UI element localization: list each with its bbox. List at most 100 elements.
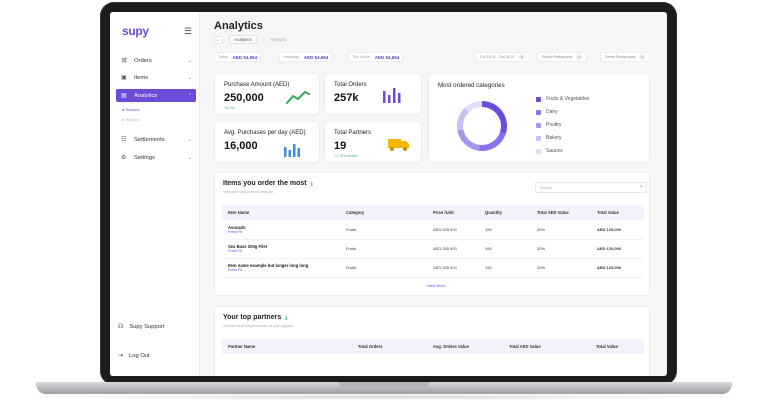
- trend-value: +6.2%: [224, 106, 235, 110]
- restaurant-filter-2[interactable]: Select Restaurants ×: [600, 52, 651, 62]
- view-more-link[interactable]: View More: [427, 284, 445, 288]
- total-aed-cell: 20%: [531, 220, 591, 240]
- avg-purchases-card: Avg. Purchases per day (AED) 16,000: [214, 121, 320, 163]
- chart-icon: ▤: [121, 93, 127, 99]
- date-range-filter[interactable]: Oct 19-21 - Oct 26-21 ×: [475, 52, 530, 62]
- column-header[interactable]: Category: [346, 210, 365, 215]
- bar-chart-icon: [284, 144, 300, 157]
- card-label: Avg. Purchases per day (AED): [224, 130, 306, 136]
- column-header[interactable]: Avg. Orders Value: [433, 344, 469, 349]
- logout-label: Log Out: [129, 352, 150, 359]
- section-subtitle: View the most frequent sellers of your s…: [223, 324, 294, 328]
- restaurant-filter-1[interactable]: Select Restaurants ×: [537, 52, 588, 62]
- quantity-cell: 190: [479, 258, 531, 278]
- item-supplier[interactable]: Fresh Fit: [228, 249, 243, 253]
- donut-segment: [464, 101, 483, 113]
- search-input[interactable]: Search ⌕: [535, 182, 647, 193]
- filter-label: Select Restaurants: [605, 55, 636, 59]
- total-value-cell: AED 125,000: [591, 239, 644, 259]
- sidebar-item-orders[interactable]: 🛒︎ Orders ⌄: [116, 54, 196, 67]
- breadcrumb-analytics[interactable]: Analytics: [229, 35, 258, 44]
- items-table: Item Name Category Price /Unit Quantity …: [222, 205, 644, 278]
- chip-value: AED 54,654: [374, 54, 400, 60]
- total-value-cell: AED 125,000: [591, 258, 644, 278]
- legend-item: Sauces: [536, 148, 563, 154]
- quantity-cell: 190: [479, 239, 531, 259]
- legend-label: Sauces: [546, 148, 563, 154]
- column-header[interactable]: Total AED Value: [509, 344, 541, 349]
- download-icon[interactable]: ⤓: [310, 181, 313, 187]
- legend-label: Fruits & Vegetables: [546, 96, 590, 102]
- donut-segment: [478, 131, 506, 151]
- legend-label: Poultry: [546, 122, 562, 128]
- support-label: Supy Support: [129, 323, 165, 330]
- bar-chart-icon: [383, 88, 401, 103]
- item-name: Avocado: [228, 224, 246, 230]
- chip-value: AED 54,654: [232, 54, 258, 60]
- column-header[interactable]: Total Value: [596, 344, 618, 349]
- item-supplier[interactable]: Fresh Fit: [228, 268, 243, 272]
- column-header[interactable]: Total Value: [597, 210, 619, 215]
- sidebar-item-items[interactable]: ▣ Items ⌄: [116, 71, 196, 84]
- quantity-cell: 190: [479, 220, 531, 240]
- chevron-up-icon: ⌃: [187, 92, 192, 99]
- column-header[interactable]: Partner Name: [228, 344, 256, 349]
- stat-chip-today: Today AED 54,654: [214, 52, 262, 62]
- total-partners-card: Total Partners 19 +1.75% month: [324, 121, 422, 163]
- section-title-text: Items you order the most: [223, 180, 307, 187]
- sidebar-item-settlements[interactable]: ☷ Settlements ⌄: [116, 133, 196, 146]
- categories-donut-chart: [457, 101, 507, 151]
- legend-swatch: [536, 148, 541, 154]
- clear-icon[interactable]: ×: [576, 54, 583, 60]
- chip-label: Today: [218, 55, 228, 59]
- subitem-label: Widgets: [125, 117, 140, 122]
- chevron-down-icon: ⌄: [187, 154, 192, 161]
- back-arrow-icon[interactable]: ←: [214, 35, 223, 44]
- legend-label: Bakery: [546, 135, 562, 141]
- item-supplier[interactable]: Fresh Fit: [228, 229, 243, 234]
- collapse-menu-icon[interactable]: ☰: [184, 26, 193, 36]
- column-header[interactable]: Item Name: [228, 210, 250, 215]
- table-row[interactable]: Item name example but longer long long Fr…: [222, 258, 644, 278]
- app-screen: supy ☰ 🛒︎ Orders ⌄ ▣ Items ⌄ ▤ Analytics…: [110, 12, 667, 376]
- column-header[interactable]: Total AED Value: [537, 210, 569, 215]
- search-icon[interactable]: ⌕: [639, 184, 643, 190]
- donut-segment: [457, 129, 480, 151]
- sidebar-subitem-reports[interactable]: ● Reports: [122, 107, 140, 112]
- sidebar-item-settings[interactable]: ⚙ Settings ⌄: [116, 151, 196, 164]
- logout-link[interactable]: ⇥ Log Out: [118, 352, 150, 360]
- legend-swatch: [536, 122, 541, 128]
- breadcrumb-reports[interactable]: Reports: [270, 37, 287, 42]
- gear-icon: ⚙: [121, 155, 127, 161]
- total-aed-cell: 20%: [531, 239, 591, 259]
- table-row[interactable]: Sea Bass 200g Filet Fresh Fit Fruits AED …: [222, 239, 644, 259]
- card-value: 19: [334, 140, 347, 152]
- stat-chip-yesterday: Yesterday AED 54,654: [279, 52, 333, 62]
- support-link[interactable]: ☊ Supy Support: [118, 323, 165, 331]
- sidebar-item-analytics[interactable]: ▤ Analytics ⌃: [116, 89, 196, 102]
- clear-icon[interactable]: ×: [639, 54, 646, 60]
- card-value: 250,000: [224, 92, 264, 104]
- section-subtitle: View your most ordered items list: [223, 190, 273, 194]
- column-header[interactable]: Quantity: [485, 210, 502, 215]
- search-placeholder: Search: [540, 186, 553, 190]
- table-row[interactable]: Avocado Fresh Fit Fruits AED 245 /KG 190 …: [222, 220, 644, 240]
- legend-swatch: [536, 135, 541, 141]
- column-header[interactable]: Total Orders: [358, 344, 383, 349]
- item-cell: Sea Bass 200g Filet Fresh Fit: [222, 239, 340, 259]
- card-label: Total Partners: [334, 130, 372, 136]
- truck-icon: [388, 139, 409, 151]
- sidebar-item-label: Analytics: [134, 92, 158, 99]
- column-header[interactable]: Price /Unit: [433, 210, 454, 215]
- sidebar-subitem-widgets[interactable]: ● Widgets: [122, 117, 140, 122]
- download-icon[interactable]: ⤓: [285, 315, 288, 321]
- clear-icon[interactable]: ×: [518, 54, 525, 60]
- app-logo[interactable]: supy: [122, 24, 149, 38]
- legend-item: Fruits & Vegetables: [536, 96, 589, 102]
- item-cell: Item name example but longer long long Fr…: [222, 258, 340, 278]
- total-aed-cell: 20%: [531, 258, 591, 278]
- sidebar-item-label: Settings: [134, 154, 155, 161]
- donut-segment: [481, 101, 507, 134]
- table-header-row: Partner Name Total Orders Avg. Orders Va…: [222, 339, 644, 354]
